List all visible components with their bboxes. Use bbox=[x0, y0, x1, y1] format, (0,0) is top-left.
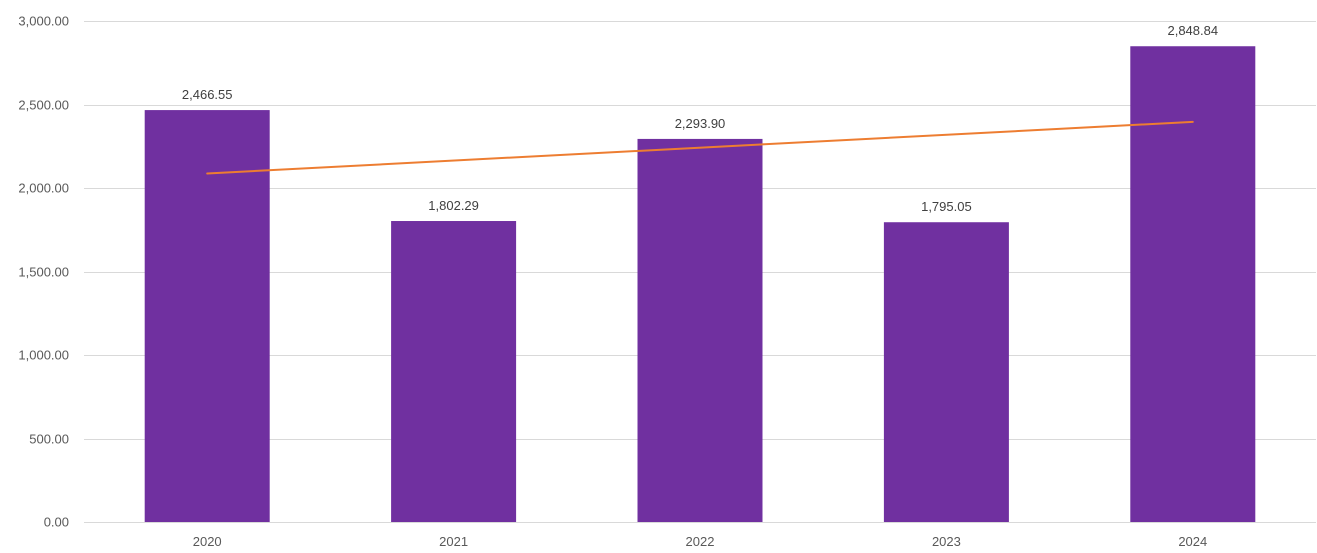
y-tick-label: 500.00 bbox=[29, 432, 69, 447]
bar-2020 bbox=[144, 110, 270, 522]
y-tick-label: 1,500.00 bbox=[18, 265, 69, 280]
data-label: 1,802.29 bbox=[428, 198, 479, 213]
x-tick-label: 2021 bbox=[439, 534, 468, 549]
bar-2023 bbox=[883, 222, 1009, 522]
trendline-layer bbox=[206, 120, 1194, 175]
x-tick-label: 2023 bbox=[932, 534, 961, 549]
x-tick-label: 2024 bbox=[1178, 534, 1207, 549]
y-tick-label: 0.00 bbox=[44, 515, 69, 530]
data-label: 2,848.84 bbox=[1167, 23, 1218, 38]
y-axis-ticks: 0.00 500.00 1,000.00 1,500.00 2,000.00 2,500.… bbox=[18, 14, 69, 530]
bar-2024 bbox=[1130, 46, 1256, 523]
bar-2022 bbox=[637, 138, 763, 522]
y-tick-label: 2,500.00 bbox=[18, 98, 69, 113]
bar-2021 bbox=[391, 221, 517, 522]
data-label: 2,293.90 bbox=[675, 116, 726, 131]
data-label: 1,795.05 bbox=[921, 199, 972, 214]
data-label: 2,466.55 bbox=[182, 87, 233, 102]
y-tick-label: 2,000.00 bbox=[18, 181, 69, 196]
y-tick-label: 3,000.00 bbox=[18, 14, 69, 29]
bars bbox=[144, 46, 1256, 523]
x-tick-label: 2022 bbox=[686, 534, 715, 549]
trendline bbox=[206, 120, 1194, 175]
x-axis-ticks: 2020 2021 2022 2023 2024 bbox=[193, 534, 1208, 549]
y-tick-label: 1,000.00 bbox=[18, 348, 69, 363]
data-labels: 2,466.55 1,802.29 2,293.90 1,795.05 2,848.84 bbox=[182, 23, 1218, 214]
x-tick-label: 2020 bbox=[193, 534, 222, 549]
